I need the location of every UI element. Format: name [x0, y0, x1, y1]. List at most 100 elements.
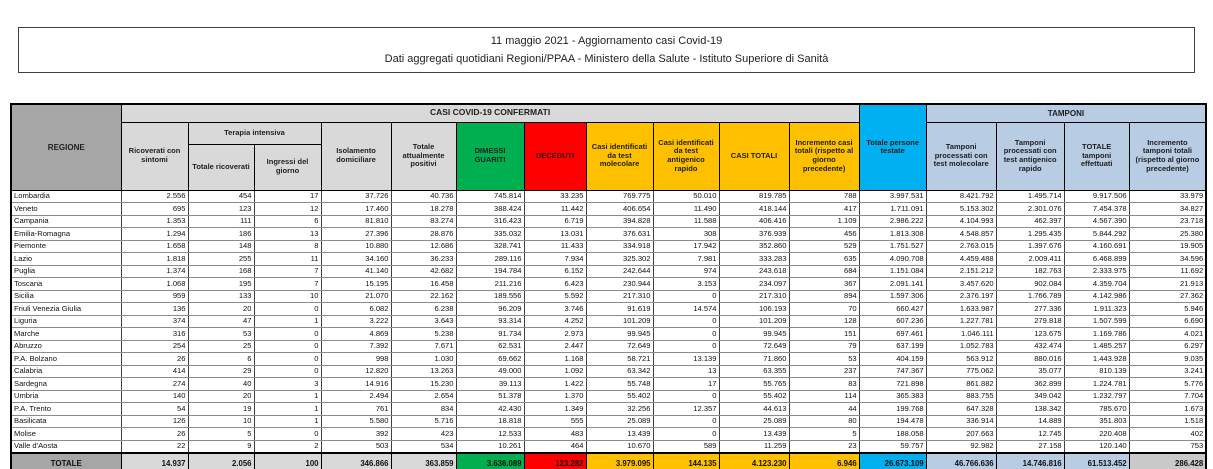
value-cell: 23: [788, 439, 860, 454]
value-cell: 25.089: [718, 414, 790, 428]
table-row: Molise 26 5 0 392 423 12.533 483 13.439 0 13.439 5 1…: [10, 427, 1207, 441]
value-cell: 50.010: [652, 189, 720, 203]
value-cell: 17.942: [652, 239, 720, 253]
value-cell: 3.457.620: [925, 277, 997, 291]
value-cell: 20: [187, 389, 255, 403]
value-cell: 55.765: [718, 377, 790, 391]
table-header: REGIONE CASI COVID-19 CONFERMATI Totale …: [10, 103, 1207, 191]
value-cell: 1.295.435: [995, 227, 1065, 241]
value-cell: 23.718: [1128, 214, 1207, 228]
value-cell: 788: [788, 189, 860, 203]
value-cell: 2.556: [120, 189, 189, 203]
value-cell: 63.355: [718, 364, 790, 378]
value-cell: 374: [120, 314, 189, 328]
value-cell: 37.726: [320, 189, 392, 203]
total-value-cell: 123.282: [523, 452, 587, 469]
value-cell: 1.711.091: [858, 202, 927, 216]
region-cell: Calabria: [10, 364, 122, 378]
value-cell: 53: [187, 327, 255, 341]
value-cell: 5.592: [523, 289, 587, 303]
title-line1: 11 maggio 2021 - Aggiornamento casi Covi…: [490, 34, 723, 47]
value-cell: 697.461: [858, 327, 927, 341]
value-cell: 44: [788, 402, 860, 416]
value-cell: 418.144: [718, 202, 790, 216]
value-cell: 148: [187, 239, 255, 253]
value-cell: 1: [253, 402, 322, 416]
value-cell: 607.236: [858, 314, 927, 328]
value-cell: 316.423: [455, 214, 525, 228]
region-cell: Campania: [10, 214, 122, 228]
value-cell: 13.139: [652, 352, 720, 366]
value-cell: 211.216: [455, 277, 525, 291]
title-line2: Dati aggregati quotidiani Regioni/PPAA -…: [384, 53, 829, 66]
value-cell: 15.195: [320, 277, 392, 291]
value-cell: 880.016: [995, 352, 1065, 366]
value-cell: 140: [120, 389, 189, 403]
value-cell: 255: [187, 252, 255, 266]
value-cell: 1.224.781: [1063, 377, 1130, 391]
value-cell: 34.160: [320, 252, 392, 266]
value-cell: 9: [187, 439, 255, 454]
value-cell: 217.310: [718, 289, 790, 303]
value-cell: 349.042: [995, 389, 1065, 403]
value-cell: 1.227.781: [925, 314, 997, 328]
value-cell: 33.979: [1128, 189, 1207, 203]
total-value-cell: 286.428: [1128, 452, 1207, 469]
region-cell: Sardegna: [10, 377, 122, 391]
table-row: Piemonte 1.658 148 8 10.880 12.686 328.741 11.4…: [10, 239, 1207, 253]
table-row: P.A. Trento 54 19 1 761 834 42.430 1.349 32.256 1…: [10, 402, 1207, 416]
table-row: Basilicata 126 10 1 5.580 5.716 18.818 555 25.08…: [10, 414, 1207, 428]
value-cell: 1.495.714: [995, 189, 1065, 203]
value-cell: 1.294: [120, 227, 189, 241]
value-cell: 647.328: [925, 402, 997, 416]
value-cell: 189.556: [455, 289, 525, 303]
value-cell: 27.158: [995, 439, 1065, 454]
header-totale-attualmente-positivi: Totale attualmente positivi: [390, 121, 457, 191]
value-cell: 133: [187, 289, 255, 303]
value-cell: 12.357: [652, 402, 720, 416]
value-cell: 1.673: [1128, 402, 1207, 416]
value-cell: 6.719: [523, 214, 587, 228]
region-cell: Marche: [10, 327, 122, 341]
value-cell: 34.827: [1128, 202, 1207, 216]
value-cell: 54: [120, 402, 189, 416]
value-cell: 32.256: [585, 402, 654, 416]
value-cell: 42.682: [390, 264, 457, 278]
value-cell: 13.439: [718, 427, 790, 441]
total-value-cell: 26.673.109: [858, 452, 927, 469]
header-tamponi-antigenico: Tamponi processati con test antigenico r…: [995, 121, 1065, 191]
value-cell: 376.631: [585, 227, 654, 241]
value-cell: 775.062: [925, 364, 997, 378]
value-cell: 7.454.378: [1063, 202, 1130, 216]
value-cell: 7.934: [523, 252, 587, 266]
total-value-cell: 61.513.452: [1063, 452, 1130, 469]
region-cell: P.A. Trento: [10, 402, 122, 416]
value-cell: 316: [120, 327, 189, 341]
header-totale-tamponi: TOTALE tamponi effettuati: [1063, 121, 1130, 191]
value-cell: 194.784: [455, 264, 525, 278]
value-cell: 0: [253, 339, 322, 353]
value-cell: 2.763.015: [925, 239, 997, 253]
value-cell: 120.140: [1063, 439, 1130, 454]
value-cell: 761: [320, 402, 392, 416]
value-cell: 6: [187, 352, 255, 366]
value-cell: 660.427: [858, 302, 927, 316]
region-cell: Basilicata: [10, 414, 122, 428]
value-cell: 182.763: [995, 264, 1065, 278]
value-cell: 2.091.141: [858, 277, 927, 291]
value-cell: 883.755: [925, 389, 997, 403]
value-cell: 4.090.708: [858, 252, 927, 266]
value-cell: 2.151.212: [925, 264, 997, 278]
value-cell: 3.222: [320, 314, 392, 328]
value-cell: 101.209: [585, 314, 654, 328]
header-incremento-tamponi: Incremento tamponi totali (rispetto al g…: [1128, 121, 1207, 191]
value-cell: 207.663: [925, 427, 997, 441]
value-cell: 234.097: [718, 277, 790, 291]
value-cell: 769.775: [585, 189, 654, 203]
value-cell: 1.818: [120, 252, 189, 266]
value-cell: 69.662: [455, 352, 525, 366]
value-cell: 277.336: [995, 302, 1065, 316]
value-cell: 13.263: [390, 364, 457, 378]
header-ricoverati-con-sintomi: Ricoverati con sintomi: [120, 121, 189, 191]
